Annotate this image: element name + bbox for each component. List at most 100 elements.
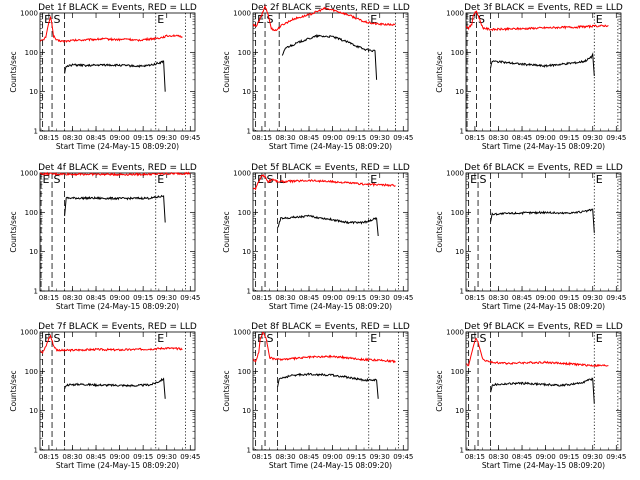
marker-label: S [54,173,61,186]
panel-title: Det 7f BLACK = Events, RED = LLD [38,322,197,332]
y-tick-label: 1 [34,128,38,136]
x-tick-label: 09:15 [133,134,153,142]
detector-panel-9: Det 9f BLACK = Events, RED = LLD 1 10 100 10… [435,322,626,470]
x-tick-label: 09:00 [536,294,556,302]
detector-panel-6: Det 6f BLACK = Events, RED = LLD 1 10 100 10… [435,163,626,311]
y-tick-label: 100 [451,49,464,57]
marker-label: E [44,13,51,26]
series-line-red [252,4,396,32]
x-tick-label: 08:30 [62,134,82,142]
x-tick-label: 09:30 [157,453,177,461]
series-line-black [490,208,595,233]
marker-label: S [54,13,61,26]
series-line-red [465,10,609,32]
x-axis-label: Start Time (24-May-15 08:09:20) [56,142,179,151]
series-line-black [490,52,595,77]
y-tick-label: 1 [460,128,464,136]
y-tick-label: 100 [25,209,38,217]
marker-label: E [157,13,164,26]
marker-label: E [596,173,603,186]
x-tick-label: 08:30 [275,453,295,461]
marker-label: S [267,173,274,186]
y-axis-label: Counts/sec [222,51,231,92]
series-line-black [277,372,379,399]
x-tick-label: 08:15 [252,134,272,142]
x-tick-label: 09:00 [323,134,343,142]
y-tick-label: 1000 [446,10,464,18]
marker-label: S [267,332,274,345]
detector-panel-4: Det 4f BLACK = Events, RED = LLD 1 10 100 10… [9,163,200,311]
x-tick-label: 08:30 [488,294,508,302]
y-tick-label: 1000 [20,329,38,337]
x-tick-label: 09:15 [346,453,366,461]
plot-frame [465,12,622,132]
y-tick-label: 10 [29,407,38,415]
x-tick-label: 08:45 [86,134,106,142]
series-line-red [39,15,183,43]
y-tick-label: 1 [34,447,38,455]
marker-label: E [370,13,377,26]
x-axis-label: Start Time (24-May-15 08:09:20) [269,142,392,151]
marker-label: E [157,332,164,345]
x-tick-label: 08:45 [299,294,319,302]
marker-label: E [44,332,51,345]
y-tick-label: 100 [238,49,251,57]
x-tick-label: 08:15 [252,453,272,461]
marker-label: E [370,332,377,345]
marker-label: E [257,173,264,186]
y-axis-label: Counts/sec [435,370,444,411]
marker-label: E [257,13,264,26]
y-tick-label: 1000 [446,329,464,337]
x-tick-label: 09:00 [323,294,343,302]
x-tick-label: 09:45 [393,294,413,302]
y-axis-label: Counts/sec [222,370,231,411]
x-tick-label: 08:45 [512,294,532,302]
y-tick-label: 1 [247,128,251,136]
y-tick-label: 10 [242,407,251,415]
x-tick-label: 09:00 [110,134,130,142]
plot-frame [39,172,196,292]
x-tick-label: 09:00 [536,453,556,461]
y-tick-label: 10 [455,407,464,415]
x-tick-label: 09:15 [346,294,366,302]
x-tick-label: 08:15 [465,134,485,142]
panel-title: Det 9f BLACK = Events, RED = LLD [464,322,623,332]
marker-label: S [480,173,487,186]
x-tick-label: 08:45 [86,294,106,302]
panel-title: Det 2f BLACK = Events, RED = LLD [251,3,410,13]
x-axis-label: Start Time (24-May-15 08:09:20) [56,302,179,311]
y-tick-label: 10 [242,248,251,256]
x-tick-label: 09:45 [180,134,200,142]
x-tick-label: 09:45 [606,134,626,142]
x-tick-label: 09:00 [536,134,556,142]
marker-label: S [267,13,274,26]
x-tick-label: 08:30 [488,134,508,142]
x-axis-label: Start Time (24-May-15 08:09:20) [269,302,392,311]
x-tick-label: 09:30 [583,294,603,302]
detector-panel-1: Det 1f BLACK = Events, RED = LLD 1 10 100 10… [9,3,200,151]
marker-label: E [43,173,50,186]
marker-label: E [370,173,377,186]
x-tick-label: 09:45 [606,453,626,461]
x-tick-label: 09:30 [157,134,177,142]
x-axis-label: Start Time (24-May-15 08:09:20) [482,302,605,311]
x-tick-label: 08:15 [465,453,485,461]
x-tick-label: 08:15 [39,294,59,302]
panel-title: Det 6f BLACK = Events, RED = LLD [464,163,623,173]
x-axis-label: Start Time (24-May-15 08:09:20) [56,461,179,470]
y-tick-label: 1000 [20,10,38,18]
y-tick-label: 100 [451,368,464,376]
y-tick-label: 1000 [233,170,251,178]
series-line-black [64,194,166,223]
x-axis-label: Start Time (24-May-15 08:09:20) [482,142,605,151]
x-tick-label: 09:00 [110,453,130,461]
x-tick-label: 08:15 [465,294,485,302]
x-tick-label: 08:30 [275,134,295,142]
x-tick-label: 08:45 [299,134,319,142]
panel-title: Det 5f BLACK = Events, RED = LLD [251,163,410,173]
x-tick-label: 08:45 [512,134,532,142]
series-line-black [281,33,378,80]
marker-label: S [480,332,487,345]
x-tick-label: 08:45 [299,453,319,461]
x-tick-label: 09:15 [133,294,153,302]
